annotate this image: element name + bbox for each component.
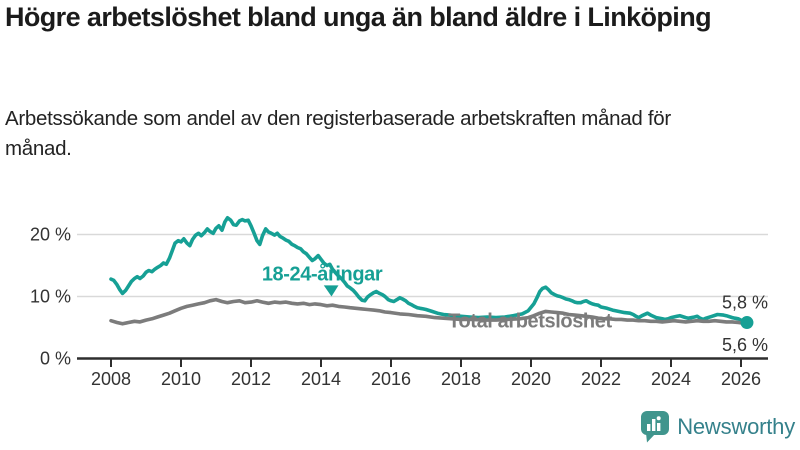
- x-tick-label: 2012: [231, 369, 271, 389]
- newsworthy-logo: Newsworthy: [640, 410, 795, 443]
- series-label-total: Total arbetslöshet: [448, 311, 612, 333]
- x-tick-label: 2026: [721, 369, 761, 389]
- series-line-young: [109, 216, 749, 325]
- series-label-young: 18-24-åringar: [262, 262, 383, 285]
- newsworthy-logo-text: Newsworthy: [677, 413, 795, 439]
- newsworthy-bubble-chart-icon: [641, 411, 670, 443]
- y-tick-label: 20 %: [30, 225, 71, 245]
- x-tick-label: 2008: [91, 369, 131, 389]
- y-tick-label: 10 %: [30, 287, 71, 307]
- label-arrow-down-icon: [323, 285, 339, 297]
- chart-title: Högre arbetslöshet bland unga än bland ä…: [5, 2, 712, 32]
- chart-subtitle: Arbetssökande som andel av den registerb…: [5, 107, 671, 160]
- x-tick-label: 2024: [651, 369, 691, 389]
- x-tick-label: 2016: [371, 369, 411, 389]
- x-tick-label: 2018: [441, 369, 481, 389]
- y-tick-label: 0 %: [40, 349, 71, 369]
- series-end-dot: [740, 316, 754, 330]
- x-tick-label: 2010: [161, 369, 201, 389]
- x-tick-label: 2022: [581, 369, 621, 389]
- end-value-label-total: 5,6 %: [722, 335, 768, 355]
- x-tick-label: 2020: [511, 369, 551, 389]
- end-value-label-young: 5,8 %: [722, 293, 768, 313]
- series-line-total: [109, 297, 749, 326]
- x-tick-label: 2014: [301, 369, 341, 389]
